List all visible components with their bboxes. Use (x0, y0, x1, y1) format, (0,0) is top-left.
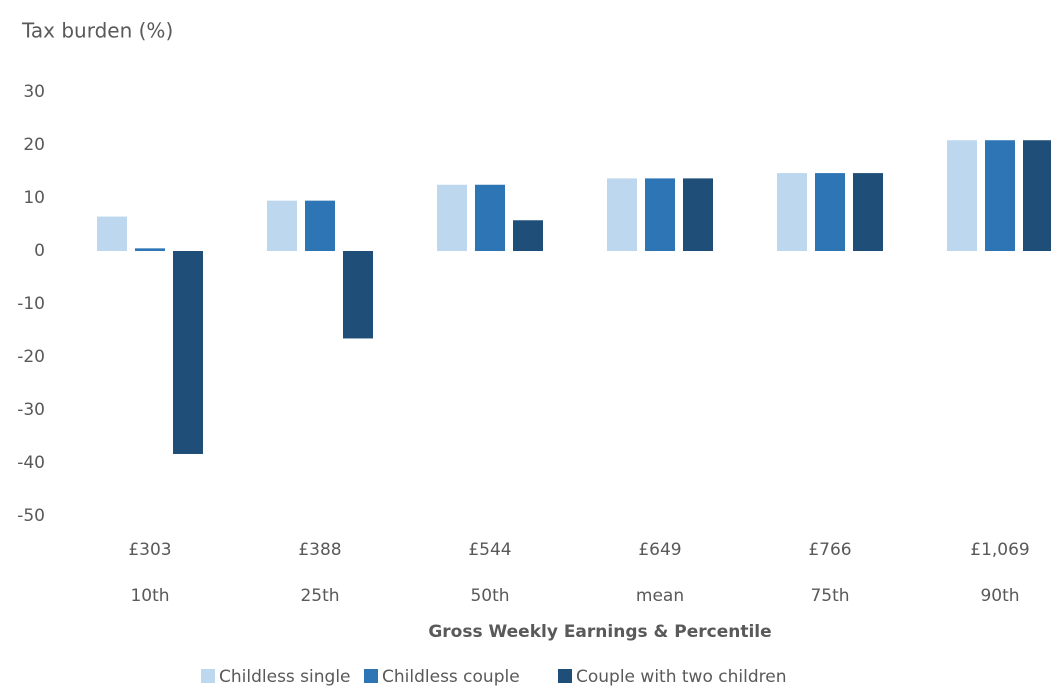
legend-label: Childless couple (382, 667, 520, 687)
bar (437, 184, 467, 251)
bar (777, 173, 807, 251)
x-tick-label: £544 (468, 540, 511, 560)
legend-swatch (201, 669, 215, 683)
bar (1023, 140, 1051, 251)
y-tick-label: 0 (34, 241, 45, 261)
x-tick-label: £1,069 (970, 540, 1029, 560)
x-tick-label: £766 (808, 540, 851, 560)
y-tick-label: 10 (23, 188, 45, 208)
legend-label: Childless single (219, 667, 351, 687)
x-tick-label: £388 (298, 540, 341, 560)
y-tick-label: -10 (17, 294, 45, 314)
x-tick-label: £649 (638, 540, 681, 560)
bar (513, 220, 543, 251)
y-tick-label: 30 (23, 82, 45, 102)
bar (645, 178, 675, 251)
bar (475, 184, 505, 251)
bar (135, 248, 165, 251)
x-tick-label: £303 (128, 540, 171, 560)
bar (343, 251, 373, 339)
x-tick-sublabel: 75th (810, 586, 849, 606)
bar (97, 216, 127, 251)
x-tick-sublabel: 25th (300, 586, 339, 606)
y-tick-label: -30 (17, 400, 45, 420)
bar (173, 251, 203, 454)
bar (305, 200, 335, 251)
x-tick-sublabel: 10th (130, 586, 169, 606)
legend-swatch (558, 669, 572, 683)
bar (947, 140, 977, 251)
bar (815, 173, 845, 251)
x-tick-sublabel: 90th (980, 586, 1019, 606)
bar (267, 200, 297, 251)
x-tick-sublabel: mean (636, 586, 684, 606)
y-tick-label: -20 (17, 347, 45, 367)
y-tick-label: -40 (17, 453, 45, 473)
y-tick-label: -50 (17, 506, 45, 526)
bar (985, 140, 1015, 251)
x-tick-sublabel: 50th (470, 586, 509, 606)
bar (683, 178, 713, 251)
y-tick-label: 20 (23, 135, 45, 155)
bar (607, 178, 637, 251)
y-axis-label: Tax burden (%) (21, 19, 173, 43)
bar (853, 173, 883, 251)
legend-swatch (364, 669, 378, 683)
legend-label: Couple with two children (576, 667, 786, 687)
x-axis-label: Gross Weekly Earnings & Percentile (428, 622, 771, 642)
